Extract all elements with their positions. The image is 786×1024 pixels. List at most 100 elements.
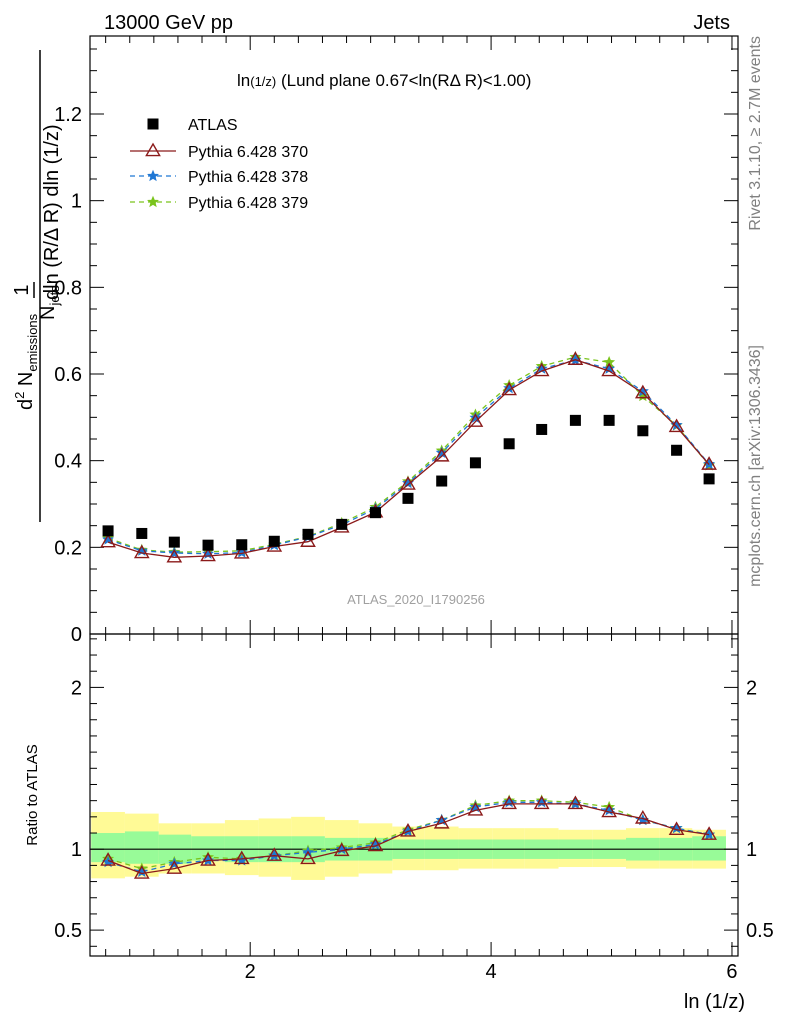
ratio-point-triangle xyxy=(433,814,450,829)
atlas-data-point xyxy=(402,492,414,504)
main-point-triangle xyxy=(433,447,450,462)
main-point-triangle xyxy=(200,547,216,562)
atlas-data-point xyxy=(369,507,381,519)
main-point-triangle xyxy=(133,544,150,559)
atlas-data-point xyxy=(503,438,515,450)
main-point-triangle xyxy=(668,418,685,433)
ratio-point-triangle xyxy=(300,850,316,865)
ratio-ytick-label: 0.5 xyxy=(54,920,82,942)
ratio-point-triangle xyxy=(333,842,350,857)
band-inner-bin xyxy=(692,836,726,861)
ratio-point-triangle xyxy=(166,860,183,874)
ratio-point-triangle xyxy=(668,821,685,836)
legend-label: Pythia 6.428 378 xyxy=(188,169,308,186)
ylabel-denominator: Njets xyxy=(37,285,62,320)
atlas-data-point xyxy=(136,527,148,539)
ratio-point-triangle xyxy=(501,795,518,810)
atlas-data-point xyxy=(168,536,180,548)
ratio-point-triangle xyxy=(400,823,416,837)
atlas-data-point xyxy=(336,518,348,530)
main-point-triangle xyxy=(533,362,550,377)
rivet-label: Rivet 3.1.10, ≥ 2.7M events xyxy=(747,36,764,231)
atlas-data-point xyxy=(469,457,481,469)
atlas-data-point xyxy=(637,425,649,437)
main-ytick-label: 0.2 xyxy=(54,537,82,559)
main-ytick-label: 1.2 xyxy=(54,104,82,126)
ratio-ytick-label-right: 0.5 xyxy=(746,920,774,942)
analysis-watermark: ATLAS_2020_I1790256 xyxy=(347,592,485,607)
main-plot: 0 0.2 0.4 0.6 0.8 1 1.2 ATLAS Pythia 6.428 370 Py… xyxy=(54,35,739,646)
main-point-triangle xyxy=(701,456,717,470)
main-point-triangle xyxy=(100,533,116,548)
atlas-data-point xyxy=(671,444,683,456)
ratio-point-triangle xyxy=(634,810,651,824)
legend-marker-atlas xyxy=(147,118,159,130)
ratio-ytick-label-right: 2 xyxy=(746,677,757,699)
ratio-point-triangle xyxy=(200,852,216,866)
ratio-point-triangle xyxy=(533,795,550,810)
ratio-point-star xyxy=(135,865,148,877)
main-point-triangle xyxy=(300,533,316,547)
main-point-triangle xyxy=(601,362,617,377)
main-point-star xyxy=(102,533,115,545)
main-point-triangle xyxy=(567,351,584,365)
ylabel-numerator: d2 Nemissions xyxy=(12,313,40,410)
atlas-data-point xyxy=(436,475,448,487)
atlas-data-point xyxy=(236,539,248,551)
ratio-point-triangle xyxy=(567,795,584,810)
main-ytick-label: 1 xyxy=(71,191,82,213)
xtick-label: 2 xyxy=(245,961,256,983)
atlas-data-point xyxy=(569,414,581,426)
main-point-triangle xyxy=(467,413,484,427)
header-left: 13000 GeV pp xyxy=(104,12,233,34)
main-ylabel: 1 Njets d2 Nemissions dln (R/Δ R) dln (1… xyxy=(11,50,63,522)
atlas-data-point xyxy=(202,539,214,551)
main-ytick-label: 0.4 xyxy=(54,451,82,473)
ratio-frame xyxy=(89,633,739,957)
legend-label: ATLAS xyxy=(188,117,238,134)
ratio-ytick-label: 2 xyxy=(71,677,82,699)
ylabel-dln: dln (R/Δ R) dln (1/z) xyxy=(41,124,63,300)
atlas-data-point xyxy=(603,414,615,426)
mcplots-label: mcplots.cern.ch [arXiv:1306.3436] xyxy=(747,345,764,587)
main-series-line xyxy=(107,359,710,555)
main-point-triangle xyxy=(501,381,518,396)
xlabel: ln (1/z) xyxy=(684,991,745,1013)
header-right: Jets xyxy=(693,12,730,34)
ratio-ytick-label: 1 xyxy=(71,839,82,861)
main-ytick-label: 0.6 xyxy=(54,364,82,386)
main-point-triangle xyxy=(233,544,250,559)
ratio-plot: 2 4 6 0.5 0.5 1 1 2 2 xyxy=(54,633,774,983)
ratio-point-triangle xyxy=(233,850,250,865)
xtick-label: 4 xyxy=(486,961,497,983)
legend-marker-star xyxy=(147,195,159,208)
atlas-data-point xyxy=(102,525,114,537)
legend-label: Pythia 6.428 379 xyxy=(188,195,308,212)
main-series-line xyxy=(107,359,710,558)
main-series-line xyxy=(107,356,710,553)
atlas-data-point xyxy=(536,423,548,435)
legend-label: Pythia 6.428 370 xyxy=(188,144,308,161)
main-ytick-label: 0 xyxy=(71,624,82,646)
atlas-data-point xyxy=(268,535,280,547)
main-point-triangle xyxy=(634,384,651,399)
band-inner-bin xyxy=(124,831,159,864)
ratio-point-triangle xyxy=(467,801,484,816)
main-point-triangle xyxy=(166,548,183,563)
main-point-star xyxy=(235,546,248,558)
atlas-data-point xyxy=(703,473,715,485)
main-point-triangle xyxy=(400,476,416,490)
ratio-series-line xyxy=(107,803,710,875)
ratio-point-triangle xyxy=(701,826,717,840)
ratio-point-triangle xyxy=(266,847,283,861)
atlas-data-point xyxy=(302,528,314,540)
ratio-ytick-label-right: 1 xyxy=(746,839,757,861)
legend-marker-star xyxy=(147,169,159,182)
ratio-point-triangle xyxy=(133,865,150,879)
ylabel-one: 1 xyxy=(11,284,33,295)
main-ytick-label: 0.8 xyxy=(54,277,82,299)
xtick-label: 6 xyxy=(726,961,737,983)
ratio-point-triangle xyxy=(100,852,116,866)
plot-title: ln(1/z) (Lund plane 0.67<ln(RΔ R)<1.00) xyxy=(237,71,531,90)
